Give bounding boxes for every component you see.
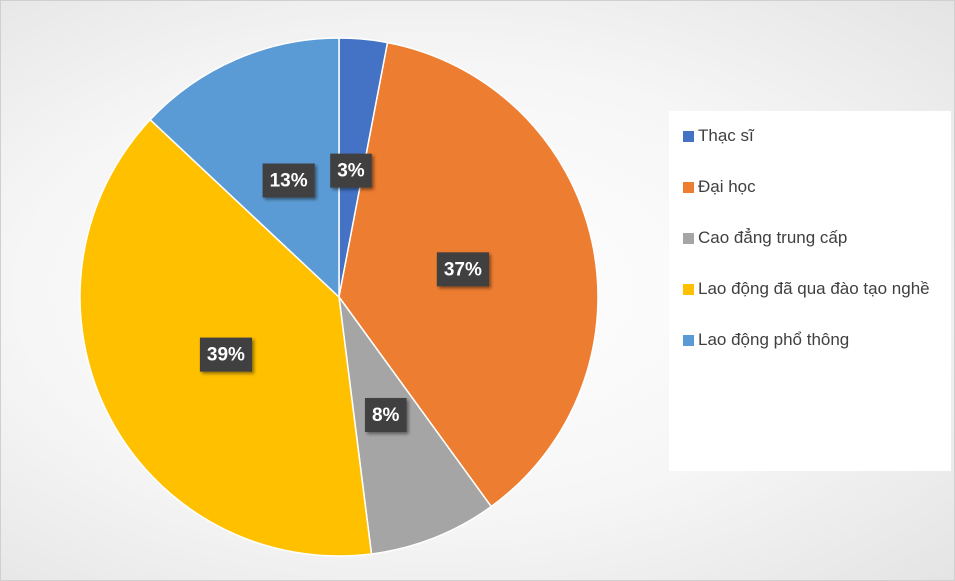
legend-label: Lao động đã qua đào tạo nghề — [698, 279, 930, 298]
legend-label: Cao đẳng trung cấp — [698, 228, 848, 247]
legend-swatch — [683, 284, 694, 295]
data-label-text: 13% — [270, 171, 308, 192]
legend-item: Lao động phổ thông — [683, 327, 943, 353]
pie-slice — [338, 296, 493, 555]
data-label-box — [436, 252, 489, 287]
data-label-box — [330, 153, 372, 188]
legend-item: Đại học — [683, 174, 943, 200]
data-label-text: 39% — [207, 345, 245, 366]
data-label-box — [199, 337, 253, 372]
legend-label: Lao động phổ thông — [698, 330, 850, 349]
legend-label: Đại học — [698, 177, 756, 196]
data-label: 3% — [330, 153, 372, 188]
legend-item: Cao đẳng trung cấp — [683, 225, 943, 251]
legend-swatch — [683, 233, 694, 244]
data-label-text: 37% — [444, 259, 482, 280]
data-label: 13% — [262, 163, 315, 198]
legend-swatch — [683, 182, 694, 193]
pie-slice — [149, 37, 340, 299]
data-label: 39% — [199, 337, 253, 372]
legend-swatch — [683, 335, 694, 346]
data-label-text: 3% — [337, 161, 365, 182]
legend-item: Lao động đã qua đào tạo nghề — [683, 276, 943, 302]
legend-item: Thạc sĩ — [683, 123, 943, 149]
data-label-box — [262, 163, 315, 198]
data-label: 8% — [364, 397, 407, 432]
legend: Thạc sĩ Đại học Cao đẳng trung cấp Lao động… — [669, 111, 951, 471]
legend-label: Thạc sĩ — [698, 126, 754, 145]
data-label: 37% — [436, 252, 489, 287]
data-label-text: 8% — [372, 405, 400, 426]
legend-swatch — [683, 131, 694, 142]
data-label-box — [364, 397, 407, 432]
